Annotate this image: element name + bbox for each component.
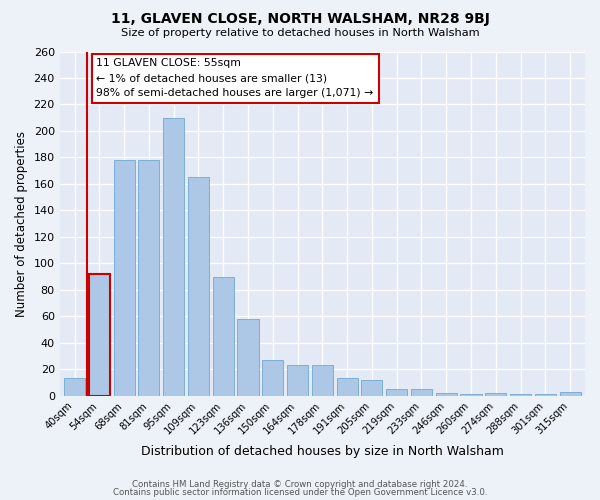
Text: Size of property relative to detached houses in North Walsham: Size of property relative to detached ho… [121,28,479,38]
Bar [212,276,234,396]
Bar [238,319,259,396]
Bar [113,160,134,396]
Bar [89,274,110,396]
Bar [337,378,358,396]
Text: Contains public sector information licensed under the Open Government Licence v3: Contains public sector information licen… [113,488,487,497]
Text: Contains HM Land Registry data © Crown copyright and database right 2024.: Contains HM Land Registry data © Crown c… [132,480,468,489]
Text: 11, GLAVEN CLOSE, NORTH WALSHAM, NR28 9BJ: 11, GLAVEN CLOSE, NORTH WALSHAM, NR28 9B… [110,12,490,26]
Bar [287,365,308,396]
Bar [436,393,457,396]
Text: 11 GLAVEN CLOSE: 55sqm
← 1% of detached houses are smaller (13)
98% of semi-deta: 11 GLAVEN CLOSE: 55sqm ← 1% of detached … [97,58,374,98]
Bar [312,365,333,396]
Bar [163,118,184,396]
X-axis label: Distribution of detached houses by size in North Walsham: Distribution of detached houses by size … [141,444,504,458]
Bar [139,160,160,396]
Bar [411,389,432,396]
Bar [386,389,407,396]
Bar [188,178,209,396]
Bar [262,360,283,396]
Bar [485,393,506,396]
Bar [510,394,531,396]
Y-axis label: Number of detached properties: Number of detached properties [15,130,28,316]
Bar [560,392,581,396]
Bar [361,380,382,396]
Bar [535,394,556,396]
Bar [460,394,482,396]
Bar [64,378,85,396]
